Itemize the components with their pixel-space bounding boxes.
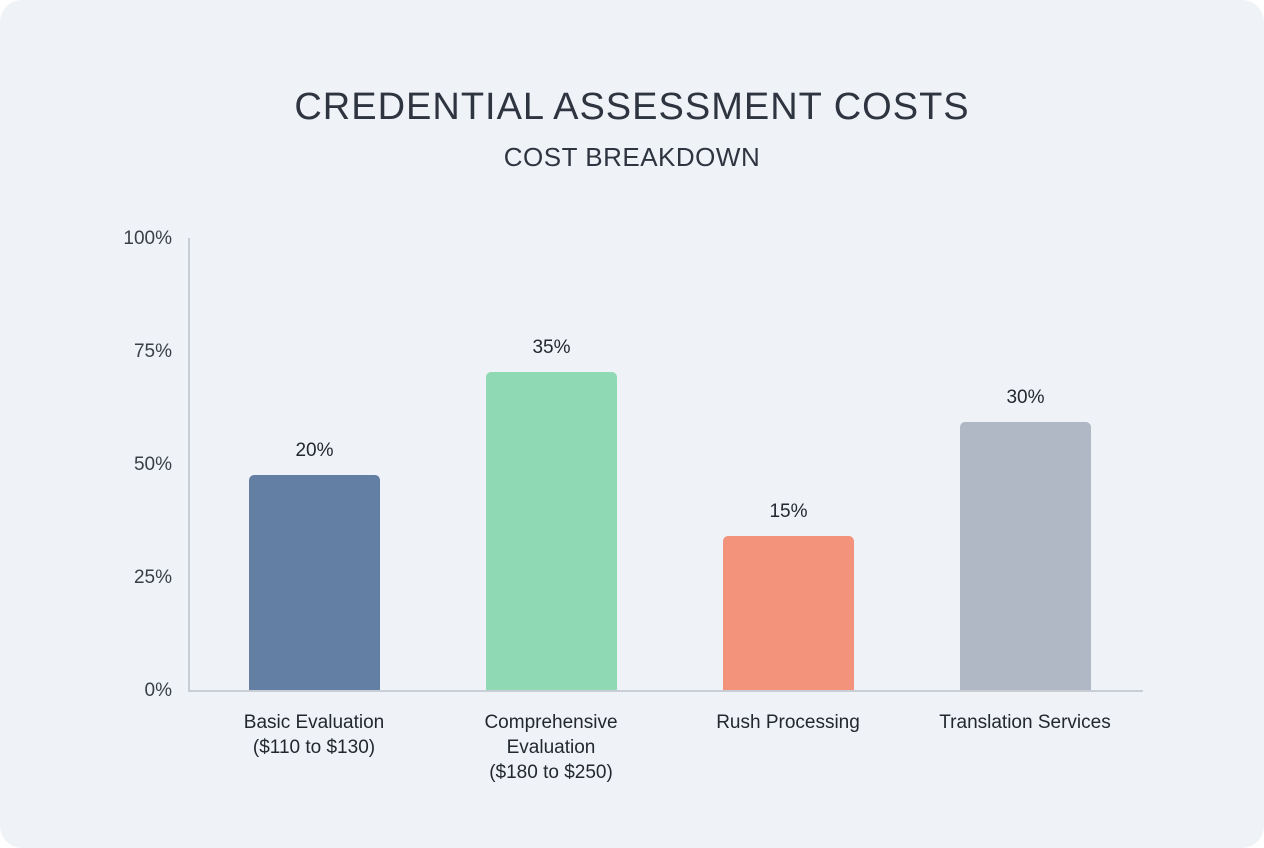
y-tick-label: 25% [133,567,172,588]
bar-translation-services [960,422,1091,691]
y-tick-label: 100% [123,228,172,249]
category-label-line: ($110 to $130) [252,737,376,758]
category-label-line: Basic Evaluation [243,712,385,733]
bar-rush-processing [723,536,854,691]
chart-subtitle: COST BREAKDOWN [503,142,761,172]
y-axis [188,238,190,692]
category-label-translation-services: Translation Services [915,710,1135,735]
category-label-line: Evaluation [506,737,596,758]
category-label-line: Comprehensive [484,712,618,733]
category-label-rush-processing: Rush Processing [678,710,898,735]
bar-basic-evaluation [249,475,380,691]
y-tick-label: 75% [133,341,172,362]
y-tick-label: 50% [133,454,172,475]
category-label-line: Rush Processing [716,712,860,733]
category-label-line: Translation Services [939,712,1111,733]
bar-value-label: 15% [769,501,808,522]
category-label-line: ($180 to $250) [489,762,613,783]
bar-value-label: 35% [532,337,571,358]
bar-value-label: 30% [1006,387,1045,408]
category-label-comprehensive-evaluation: Comprehensive Evaluation ($180 to $250) [441,710,661,785]
bar-comprehensive-evaluation [486,372,617,691]
chart-title: CREDENTIAL ASSESSMENT COSTS [294,86,970,128]
bar-value-label: 20% [295,440,334,461]
y-tick-label: 0% [144,680,172,701]
x-axis [188,690,1143,692]
category-label-basic-evaluation: Basic Evaluation ($110 to $130) [204,710,424,760]
